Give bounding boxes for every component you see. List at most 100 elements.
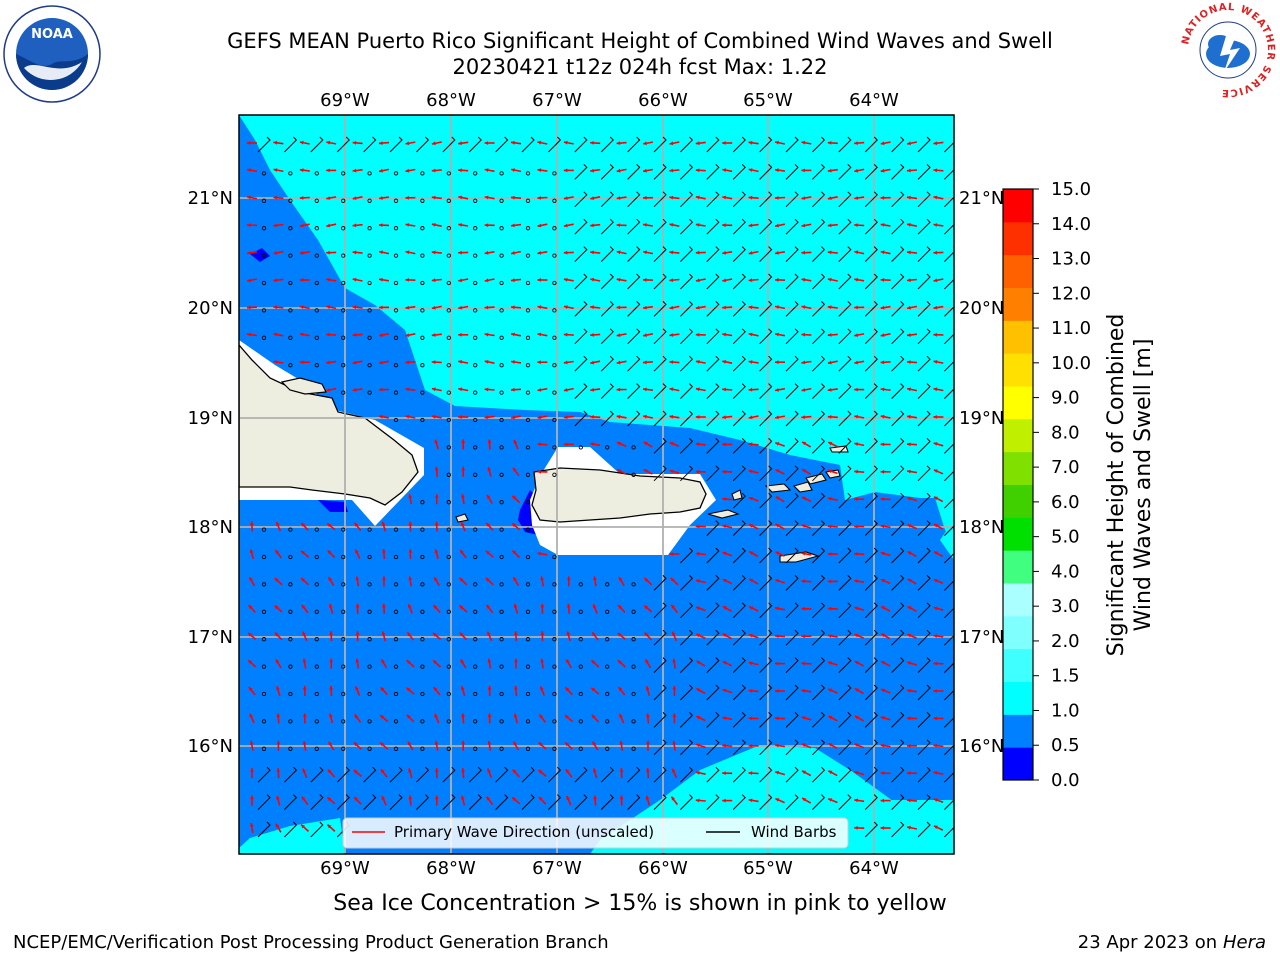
wind-barb [680,629,694,646]
wind-barb [838,438,852,454]
wave-arrow-head [695,798,700,803]
wind-barb [310,794,324,810]
wind-barb [785,712,799,728]
wave-arrow-head [352,360,357,365]
wind-barb [917,383,931,399]
wind-barb [521,136,535,153]
wind-barb-calm [473,554,478,560]
wave-arrow-head [301,522,306,527]
wave-arrow-head [748,195,753,200]
wave-arrow-head [617,633,622,637]
map-legend: Primary Wave Direction (unscaled) Wind B… [342,817,849,849]
wave-arrow-head [301,604,306,609]
wind-barb-calm [341,746,346,751]
wind-barb [389,766,403,783]
wind-barb-calm [499,226,504,231]
wave-arrow-head [880,250,885,255]
colorbar-label-line-1: Significant Height of Combined [1104,314,1129,657]
wind-barb-calm [314,664,319,669]
wave-arrow-head [379,168,383,173]
wind-barb [653,301,667,317]
wind-barb [812,191,826,208]
wind-barb [944,520,954,536]
wind-barb [891,794,905,810]
wave-arrow-head [563,223,568,228]
wind-barb [917,301,931,317]
wind-barb [759,246,773,262]
wave-arrow-head [618,687,623,691]
wind-barb [548,766,562,783]
chart-title: GEFS MEAN Puerto Rico Significant Height… [0,28,1280,80]
wave-arrow-head [880,469,885,474]
wind-barb-calm [288,280,293,286]
wave-arrow-head [512,495,517,500]
wave-arrow-head [748,771,753,775]
wave-arrow-head [801,196,806,200]
wave-arrow-head [801,305,806,309]
wave-arrow-head [827,606,832,611]
wind-barb [812,164,826,180]
wave-arrow-head [827,196,832,200]
wind-barb [600,246,614,262]
wind-barb-calm [499,253,504,258]
wind-barb [812,657,826,673]
wave-arrow-head [669,305,674,310]
wave-arrow-head [881,661,886,665]
wave-arrow-head [617,469,622,473]
wave-arrow-head [722,442,726,447]
wave-arrow-head [880,387,885,392]
wave-arrow-head [299,196,304,200]
wind-barb [812,301,826,317]
wave-arrow-head [379,387,383,392]
wind-barb [627,273,641,290]
wave-arrow-head [907,360,911,364]
wave-arrow-head [302,658,307,663]
wind-barb-calm [314,253,319,258]
wind-barb-calm [420,691,425,697]
lat-label-left: 17°N [188,627,233,648]
wave-arrow-head [249,549,254,553]
wave-arrow-head [854,469,858,474]
wave-arrow-head [590,305,594,310]
wave-arrow-head [643,305,647,310]
wave-arrow-head [748,415,753,420]
wind-barb [732,410,746,427]
wind-barb [917,164,931,180]
wave-arrow-head [273,168,278,172]
wind-barb-calm [631,472,636,477]
wind-barb-calm [473,527,478,532]
wave-arrow-head [616,305,621,310]
wind-barb [732,465,746,482]
wind-barb-calm [473,417,478,423]
wind-barb [838,629,852,646]
wind-barb [600,794,614,810]
wind-barb-calm [367,582,372,587]
wind-barb [732,273,746,290]
wind-barb [864,246,878,262]
wind-barb [627,164,641,180]
wind-barb-calm [473,280,478,286]
wave-arrow-head [405,168,410,173]
wave-arrow-head [433,660,437,664]
colorbar-segment [1003,320,1033,354]
wave-arrow-head [748,332,753,337]
wind-barb [891,520,905,536]
wind-barb-calm [446,719,451,724]
wind-barb-calm [314,609,319,614]
wave-arrow-head [513,604,518,608]
wave-arrow-head [273,332,278,337]
wind-barb [917,328,931,345]
wind-barb [917,547,931,564]
wind-barb-calm [261,609,267,614]
wind-barb-calm [288,582,293,587]
wave-arrow-head [590,387,594,392]
colorbar-segment [1003,189,1033,223]
wind-barb-calm [446,609,451,614]
wind-barb-calm [552,691,557,697]
wave-arrow-head [775,770,780,775]
wave-arrow-head [695,278,700,283]
wave-arrow-head [248,687,253,691]
wave-arrow-head [355,549,359,554]
title-line-1: GEFS MEAN Puerto Rico Significant Height… [227,29,1053,53]
wave-arrow-head [591,687,596,692]
